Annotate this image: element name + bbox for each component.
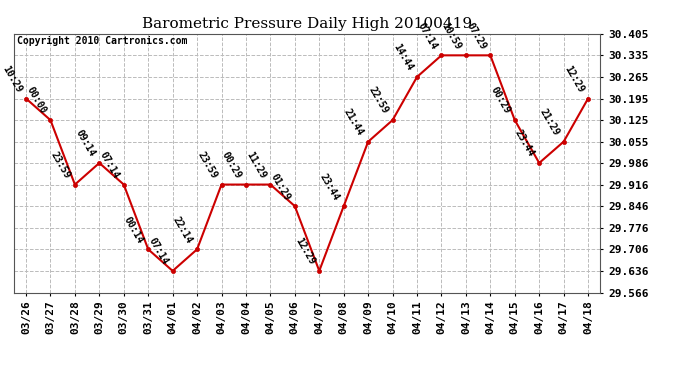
Text: 22:59: 22:59 [366, 86, 390, 116]
Text: 07:14: 07:14 [146, 236, 170, 267]
Text: 00:00: 00:00 [24, 86, 48, 116]
Text: 07:14: 07:14 [415, 21, 439, 51]
Text: 10:59: 10:59 [440, 21, 463, 51]
Text: 21:44: 21:44 [342, 107, 366, 138]
Text: 11:29: 11:29 [244, 150, 268, 180]
Text: 07:29: 07:29 [464, 21, 488, 51]
Text: 00:29: 00:29 [489, 86, 512, 116]
Text: 14:44: 14:44 [391, 42, 414, 73]
Text: 07:14: 07:14 [98, 150, 121, 180]
Text: 12:29: 12:29 [293, 236, 317, 267]
Text: 21:29: 21:29 [538, 107, 561, 138]
Title: Barometric Pressure Daily High 20100419: Barometric Pressure Daily High 20100419 [142, 17, 472, 31]
Text: 12:29: 12:29 [562, 64, 585, 94]
Text: 23:44: 23:44 [317, 171, 341, 202]
Text: 23:59: 23:59 [195, 150, 219, 180]
Text: 23:59: 23:59 [49, 150, 72, 180]
Text: 09:14: 09:14 [73, 128, 97, 159]
Text: 01:29: 01:29 [268, 171, 292, 202]
Text: 00:14: 00:14 [122, 215, 146, 245]
Text: 10:29: 10:29 [0, 64, 23, 94]
Text: 23:44: 23:44 [513, 128, 536, 159]
Text: 00:29: 00:29 [220, 150, 243, 180]
Text: 22:14: 22:14 [171, 215, 195, 245]
Text: Copyright 2010 Cartronics.com: Copyright 2010 Cartronics.com [17, 36, 187, 46]
